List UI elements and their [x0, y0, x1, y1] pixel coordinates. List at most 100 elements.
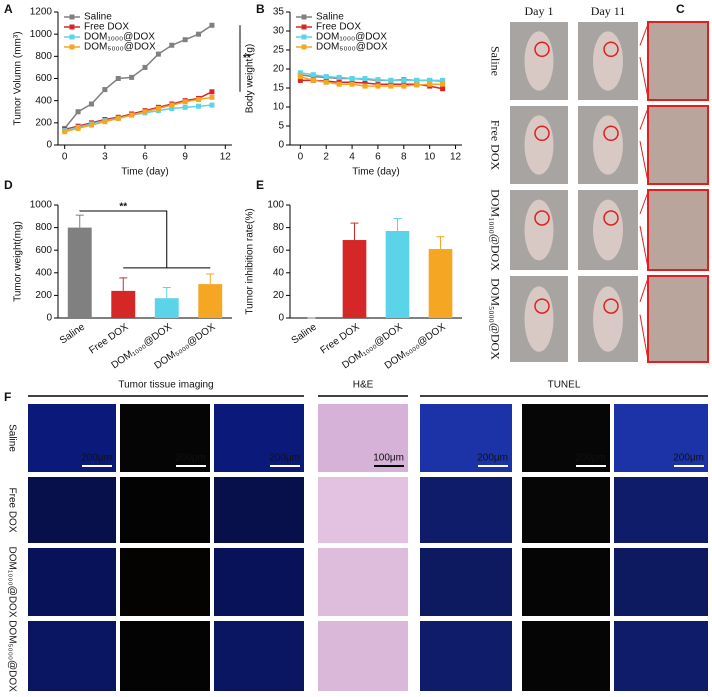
point [440, 86, 446, 92]
section-header: Tumor tissue imaging [118, 380, 213, 391]
panel-label: D [4, 178, 13, 192]
panel-label: E [256, 178, 264, 192]
x-tick-label: 12 [450, 152, 462, 163]
bar [111, 290, 136, 318]
y-tick-label: 35 [273, 7, 285, 18]
micrograph [522, 621, 610, 691]
y-tick-label: 1000 [30, 200, 53, 211]
y-tick-label: 200 [35, 290, 52, 301]
y-tick-label: 20 [273, 290, 285, 301]
point [62, 129, 68, 135]
legend-label: Free DOX [316, 22, 361, 33]
point [209, 102, 215, 108]
y-tick-label: 800 [35, 222, 52, 233]
point [209, 22, 215, 28]
x-tick-label: 6 [142, 152, 148, 163]
point [440, 81, 446, 87]
micrograph [28, 404, 116, 472]
micrograph [614, 621, 708, 691]
point [75, 109, 81, 115]
x-axis-label: Time (day) [121, 167, 168, 178]
y-tick-label: 400 [35, 267, 52, 278]
point [155, 51, 161, 57]
micrograph [214, 548, 304, 616]
mouse [524, 115, 554, 175]
legend-label: DOM₅₀₀₀@DOX [84, 42, 156, 53]
zoom-connector [639, 141, 649, 183]
y-axis-label: Tumor Volumn (mm³) [13, 31, 24, 125]
micrograph [420, 404, 512, 472]
legend-label: DOM₁₀₀₀@DOX [316, 32, 387, 43]
micrograph [214, 404, 304, 472]
point [297, 77, 303, 83]
mouse [593, 115, 623, 175]
y-tick-label: 600 [35, 245, 52, 256]
scale-bar-label: 200μm [175, 453, 206, 464]
panel-label: A [4, 2, 13, 16]
micrograph [522, 548, 610, 616]
point [129, 74, 135, 80]
point [182, 99, 188, 105]
legend-marker [301, 14, 307, 20]
zoom-connector [639, 57, 649, 99]
x-tick-label: 12 [220, 152, 232, 163]
micrograph [522, 477, 610, 543]
legend-label: Saline [84, 12, 112, 23]
section-header: H&E [353, 380, 374, 391]
x-tick-label: 3 [102, 152, 108, 163]
point [427, 77, 433, 83]
point [336, 74, 342, 80]
scale-bar-label: 200μm [477, 453, 508, 464]
row-label: Saline [488, 46, 502, 76]
scale-bar-label: 200μm [575, 453, 606, 464]
point [362, 80, 368, 86]
tumor-marker [603, 298, 619, 314]
point [323, 74, 329, 80]
micrograph [28, 621, 116, 691]
tumor-marker [534, 210, 550, 226]
x-tick-label: 0 [298, 152, 304, 163]
zoom-connector [639, 23, 649, 46]
scale-bar-label: 200μm [81, 453, 112, 464]
y-tick-label: 800 [35, 51, 52, 62]
bar [428, 249, 453, 318]
point [375, 77, 381, 83]
scale-bar-label: 200μm [673, 453, 704, 464]
legend-label: Saline [316, 12, 344, 23]
point [142, 64, 148, 70]
point [155, 105, 161, 111]
mouse [593, 199, 623, 261]
micrograph [614, 477, 708, 543]
point [401, 77, 407, 83]
y-axis-label: Tumor weight(mg) [13, 221, 24, 302]
y-tick-label: 60 [273, 245, 285, 256]
micrograph [318, 548, 408, 616]
legend-marker [301, 24, 307, 30]
legend-marker [69, 34, 75, 40]
mouse [593, 31, 623, 91]
legend-label: DOM₅₀₀₀@DOX [316, 42, 388, 53]
tumor-marker [603, 125, 619, 142]
series-line [300, 72, 443, 82]
x-axis-label: Time (day) [352, 167, 399, 178]
x-tick-label: 8 [401, 152, 407, 163]
y-tick-label: 80 [273, 222, 285, 233]
scale-bar-label: 200μm [269, 453, 300, 464]
point [297, 74, 303, 80]
y-tick-label: 0 [278, 140, 284, 151]
legend-label: Free DOX [84, 22, 129, 33]
y-tick-label: 200 [35, 117, 52, 128]
point [169, 105, 175, 111]
y-axis-label: Body weight (g) [245, 44, 256, 113]
x-tick-label: Saline [58, 321, 87, 346]
point [196, 31, 202, 37]
micrograph [420, 477, 512, 543]
point [375, 83, 381, 89]
legend-marker [301, 44, 307, 50]
significance-bracket [79, 210, 211, 269]
point [115, 115, 121, 121]
x-tick-label: 2 [323, 152, 329, 163]
series-line [64, 91, 213, 131]
y-tick-label: 15 [273, 83, 285, 94]
panel-label: B [256, 2, 265, 16]
